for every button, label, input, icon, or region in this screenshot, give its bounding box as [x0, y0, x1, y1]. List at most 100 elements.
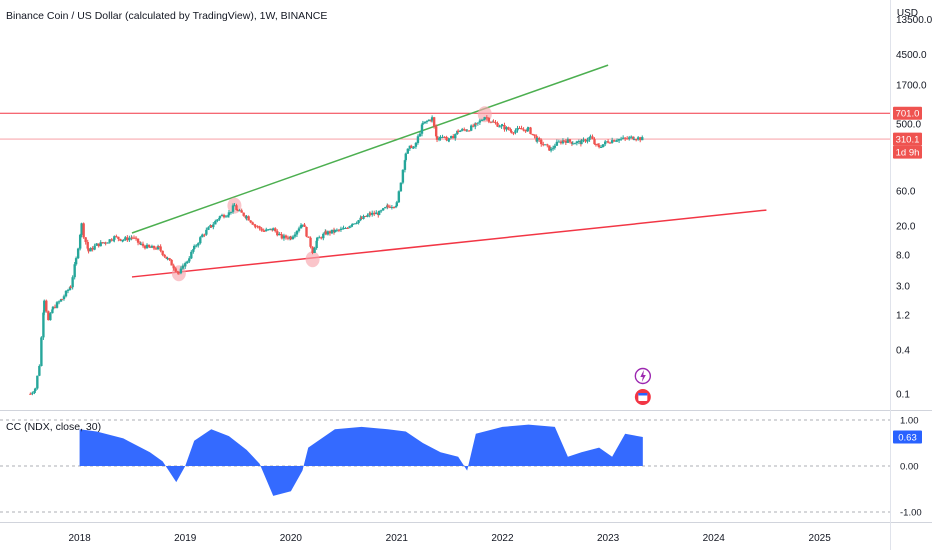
candle-body	[176, 271, 179, 273]
candle-body	[299, 225, 303, 229]
candle-body	[395, 202, 399, 206]
candle-body	[632, 136, 635, 140]
candle-body	[434, 126, 438, 137]
candle-body	[150, 245, 154, 248]
candle-body	[524, 129, 527, 132]
candle-body	[341, 228, 345, 230]
x-tick-label: 2019	[174, 533, 197, 544]
indicator-y-tick: -1.00	[900, 508, 922, 519]
candle-body	[348, 226, 351, 229]
candle-body	[320, 237, 323, 239]
candle-body	[483, 117, 486, 120]
symbol-title[interactable]: Binance Coin / US Dollar (calculated by …	[6, 10, 328, 22]
candle-body	[623, 137, 627, 139]
candle-body	[136, 238, 140, 243]
candle-body	[401, 169, 405, 183]
candle-body	[482, 119, 486, 121]
candle-body	[542, 144, 545, 146]
candle-body	[549, 148, 553, 151]
candle-body	[535, 138, 539, 142]
candle-body	[538, 138, 541, 140]
candle-body	[461, 129, 464, 131]
candle-body	[463, 129, 466, 131]
indicator-title[interactable]: CC (NDX, close, 30)	[6, 421, 102, 433]
candle-body	[322, 233, 325, 239]
candle-body	[263, 230, 266, 232]
candle-body	[593, 139, 596, 145]
indicator-y-tick: 1.00	[900, 416, 919, 427]
candle-body	[443, 136, 446, 138]
candle-body	[339, 228, 343, 230]
candle-body	[571, 143, 574, 145]
candle-body	[344, 227, 347, 229]
candle-body	[553, 145, 557, 148]
candle-body	[469, 125, 473, 131]
candle-body	[364, 216, 367, 218]
candle-body	[641, 137, 644, 141]
candle-body	[450, 136, 453, 139]
candle-body	[240, 210, 243, 213]
candle-body	[427, 119, 431, 122]
candle-body	[297, 228, 301, 231]
candle-body	[64, 290, 68, 297]
candle-body	[152, 245, 156, 249]
candle-body	[188, 258, 191, 262]
candle-body	[112, 239, 115, 241]
candle-body	[29, 393, 32, 395]
candle-body	[124, 237, 127, 240]
candle-body	[280, 234, 284, 239]
candle-body	[412, 146, 416, 148]
candle-body	[360, 217, 363, 219]
price-label-bg	[893, 145, 922, 159]
candle-body	[397, 191, 401, 203]
candle-body	[184, 263, 187, 267]
candle-body	[454, 134, 457, 139]
price-label-badge: 1d 9h	[893, 145, 922, 159]
candle-body	[439, 137, 442, 139]
candle-body	[324, 231, 328, 235]
candle-body	[235, 205, 238, 210]
candle-body	[582, 139, 585, 141]
candle-body	[507, 127, 510, 130]
candle-body	[55, 302, 59, 308]
candle-body	[531, 133, 534, 135]
candle-body	[45, 300, 48, 312]
candle-body	[529, 127, 532, 134]
price-label-badge: 701.0	[893, 106, 922, 120]
candle-body	[606, 141, 610, 143]
candle-body	[313, 248, 316, 253]
candle-body	[557, 141, 561, 143]
candle-body	[586, 139, 589, 142]
candle-body	[410, 145, 413, 148]
candle-body	[594, 144, 598, 146]
candle-body	[291, 236, 295, 240]
candle-body	[416, 136, 420, 143]
candle-body	[492, 121, 495, 123]
candle-body	[516, 127, 519, 131]
candle-body	[256, 226, 259, 228]
candle-body	[368, 213, 372, 215]
candle-body	[412, 147, 415, 149]
candle-body	[518, 127, 521, 129]
candle-body	[267, 229, 270, 231]
candle-body	[437, 138, 441, 140]
y-tick-label: 3.0	[896, 282, 910, 293]
candle-body	[337, 229, 341, 231]
candle-body	[386, 205, 390, 207]
candle-body	[472, 125, 475, 127]
candle-body	[316, 237, 319, 241]
candle-body	[110, 239, 113, 241]
candle-body	[617, 139, 621, 141]
candle-body	[251, 222, 254, 225]
candle-body	[408, 145, 412, 149]
candle-body	[207, 227, 210, 230]
candle-body	[224, 216, 228, 218]
candle-body	[551, 147, 555, 149]
y-tick-label: 13500.0	[896, 15, 932, 26]
candle-body	[487, 117, 491, 122]
correlation-area	[79, 424, 643, 496]
candle-body	[575, 141, 579, 144]
candle-body	[559, 141, 563, 144]
candle-body	[220, 214, 224, 217]
